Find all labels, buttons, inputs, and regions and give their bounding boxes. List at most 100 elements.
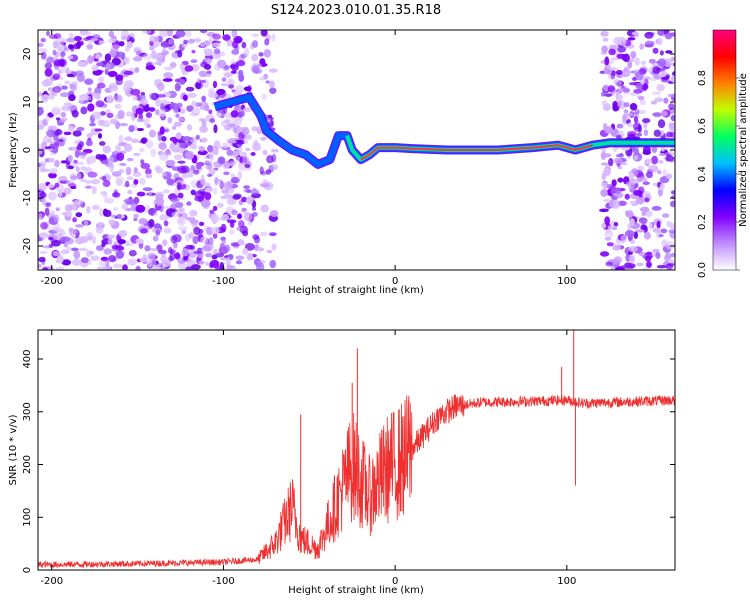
heatmap-cell [236, 60, 246, 67]
heatmap-cell [140, 228, 148, 234]
heatmap-cell [600, 30, 609, 37]
heatmap-cell [235, 260, 243, 265]
heatmap-cell [648, 58, 656, 64]
heatmap-cell [177, 165, 187, 174]
heatmap-cell [73, 159, 78, 164]
heatmap-cell [251, 40, 259, 48]
heatmap-cell [67, 125, 75, 132]
heatmap-cell [622, 114, 627, 123]
heatmap-cell [38, 256, 46, 263]
heatmap-cell [89, 250, 94, 255]
heatmap-cell [221, 189, 229, 194]
heatmap-cell [221, 77, 227, 82]
heatmap-cell [208, 237, 214, 246]
heatmap-cell [601, 91, 606, 97]
heatmap-cell [656, 265, 667, 269]
snr-line [38, 394, 675, 569]
heatmap-cell [625, 210, 634, 219]
heatmap-cell [105, 62, 111, 72]
heatmap-cell [617, 85, 623, 93]
heatmap-cell [218, 51, 226, 57]
heatmap-cell [145, 139, 154, 149]
heatmap-cell [75, 224, 85, 228]
heatmap-cell [235, 37, 242, 44]
heatmap-cell [228, 229, 235, 235]
heatmap-cell [191, 64, 200, 72]
heatmap-cell [669, 200, 675, 208]
heatmap-cell [57, 43, 65, 53]
heatmap-cell [87, 55, 94, 63]
heatmap-cell [115, 74, 124, 81]
heatmap-cell [162, 189, 171, 194]
heatmap-cell [265, 80, 270, 84]
heatmap-cell [186, 201, 192, 206]
heatmap-cell [642, 150, 651, 155]
heatmap-cell [40, 37, 46, 43]
heatmap-cell [231, 209, 238, 216]
heatmap-cell [197, 150, 208, 156]
heatmap-cell [148, 107, 156, 112]
heatmap-cell [139, 147, 145, 153]
heatmap-cell [203, 182, 211, 187]
heatmap-cell [659, 183, 665, 191]
heatmap-cell [204, 191, 212, 201]
heatmap-cell [54, 159, 60, 168]
heatmap-cell [132, 171, 142, 177]
heatmap-cell [39, 161, 47, 166]
heatmap-cell [124, 80, 134, 89]
heatmap-cell [243, 107, 252, 113]
heatmap-cell [657, 58, 667, 67]
heatmap-cell [220, 83, 230, 87]
heatmap-cell [229, 64, 237, 69]
heatmap-cell [604, 93, 613, 97]
heatmap-cell [95, 100, 105, 108]
heatmap-cell [64, 204, 73, 213]
heatmap-cell [38, 48, 48, 53]
heatmap-cell [642, 76, 651, 80]
heatmap-cell [600, 151, 607, 161]
heatmap-cell [136, 191, 146, 197]
heatmap-cell [174, 252, 181, 260]
heatmap-cell [639, 177, 648, 182]
heatmap-cell [230, 242, 241, 247]
heatmap-cell [135, 107, 144, 115]
heatmap-cell [155, 197, 165, 206]
heatmap-cells [38, 30, 675, 270]
heatmap-cell [45, 202, 51, 208]
heatmap-cell [91, 66, 99, 71]
heatmap-cell [627, 130, 637, 137]
heatmap-cell [127, 189, 133, 195]
heatmap-cell [201, 95, 207, 102]
heatmap-cell [619, 162, 628, 166]
heatmap-cell [190, 189, 196, 196]
heatmap-cell [87, 171, 98, 178]
heatmap-cell [189, 219, 199, 224]
heatmap-cell [55, 232, 63, 241]
heatmap-cell [155, 109, 160, 115]
heatmap-cell [72, 130, 82, 137]
heatmap-cell [177, 49, 183, 58]
heatmap-cell [154, 99, 161, 104]
heatmap-cell [85, 139, 93, 147]
heatmap-cell [110, 214, 117, 218]
heatmap-cell [232, 194, 241, 200]
heatmap-cell [604, 216, 611, 226]
heatmap-cell [642, 181, 650, 186]
snr-frame [37, 329, 676, 571]
heatmap-cell [98, 141, 106, 146]
heatmap-cell [271, 243, 277, 251]
heatmap-cell [152, 235, 159, 242]
heatmap-cell [659, 50, 664, 56]
heatmap-cell [149, 247, 158, 252]
heatmap-cell [235, 255, 245, 261]
heatmap-cell [145, 168, 152, 175]
heatmap-cell [269, 164, 279, 171]
heatmap-cell [644, 197, 650, 203]
heatmap-cell [57, 69, 62, 75]
heatmap-cell [612, 226, 618, 231]
heatmap-cell [95, 153, 103, 160]
heatmap-cell [640, 224, 647, 232]
heatmap-cell [173, 121, 183, 127]
heatmap-cell [165, 159, 176, 167]
x-tick-label: -100 [212, 576, 235, 587]
